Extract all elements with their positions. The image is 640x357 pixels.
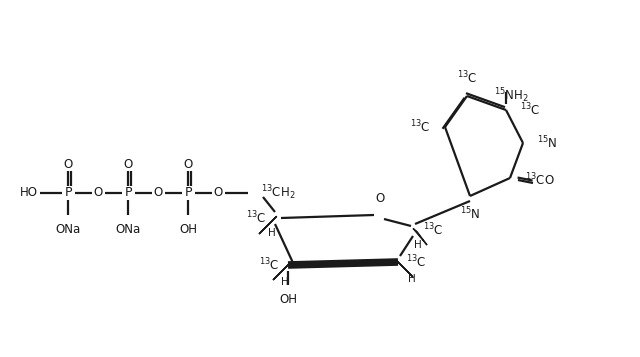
Text: H: H <box>281 277 289 287</box>
Text: $^{13}$C: $^{13}$C <box>423 222 444 238</box>
Text: H: H <box>408 274 416 284</box>
Text: O: O <box>544 175 553 187</box>
Polygon shape <box>259 216 276 234</box>
Polygon shape <box>396 260 413 277</box>
Polygon shape <box>273 263 290 280</box>
Text: P: P <box>184 186 192 200</box>
Text: HO: HO <box>20 186 38 200</box>
Text: $^{15}$NH$_2$: $^{15}$NH$_2$ <box>493 86 529 105</box>
Text: $^{13}$C: $^{13}$C <box>410 119 431 135</box>
Text: OH: OH <box>279 293 297 306</box>
Text: P: P <box>124 186 132 200</box>
Text: O: O <box>124 159 132 171</box>
Text: O: O <box>154 186 163 200</box>
Text: ONa: ONa <box>56 223 81 236</box>
Text: P: P <box>64 186 72 200</box>
Text: O: O <box>184 159 193 171</box>
Text: $^{13}$CH$_2$: $^{13}$CH$_2$ <box>261 183 296 202</box>
Text: $^{13}$C: $^{13}$C <box>406 254 426 270</box>
Text: H: H <box>268 228 276 238</box>
Text: O: O <box>213 186 223 200</box>
Text: O: O <box>93 186 102 200</box>
Text: ONa: ONa <box>115 223 141 236</box>
Polygon shape <box>413 228 427 245</box>
Text: $^{15}$N: $^{15}$N <box>537 135 557 151</box>
Text: $^{13}$C: $^{13}$C <box>520 102 541 118</box>
Text: $^{13}$C: $^{13}$C <box>457 69 477 86</box>
Text: H: H <box>414 240 422 250</box>
Text: O: O <box>63 159 72 171</box>
Text: OH: OH <box>179 223 197 236</box>
Text: $^{13}$C: $^{13}$C <box>525 172 545 188</box>
Text: O: O <box>376 192 385 205</box>
Text: $^{13}$C: $^{13}$C <box>246 210 267 226</box>
Text: $^{15}$N: $^{15}$N <box>460 206 480 223</box>
Text: $^{13}$C: $^{13}$C <box>259 257 280 273</box>
